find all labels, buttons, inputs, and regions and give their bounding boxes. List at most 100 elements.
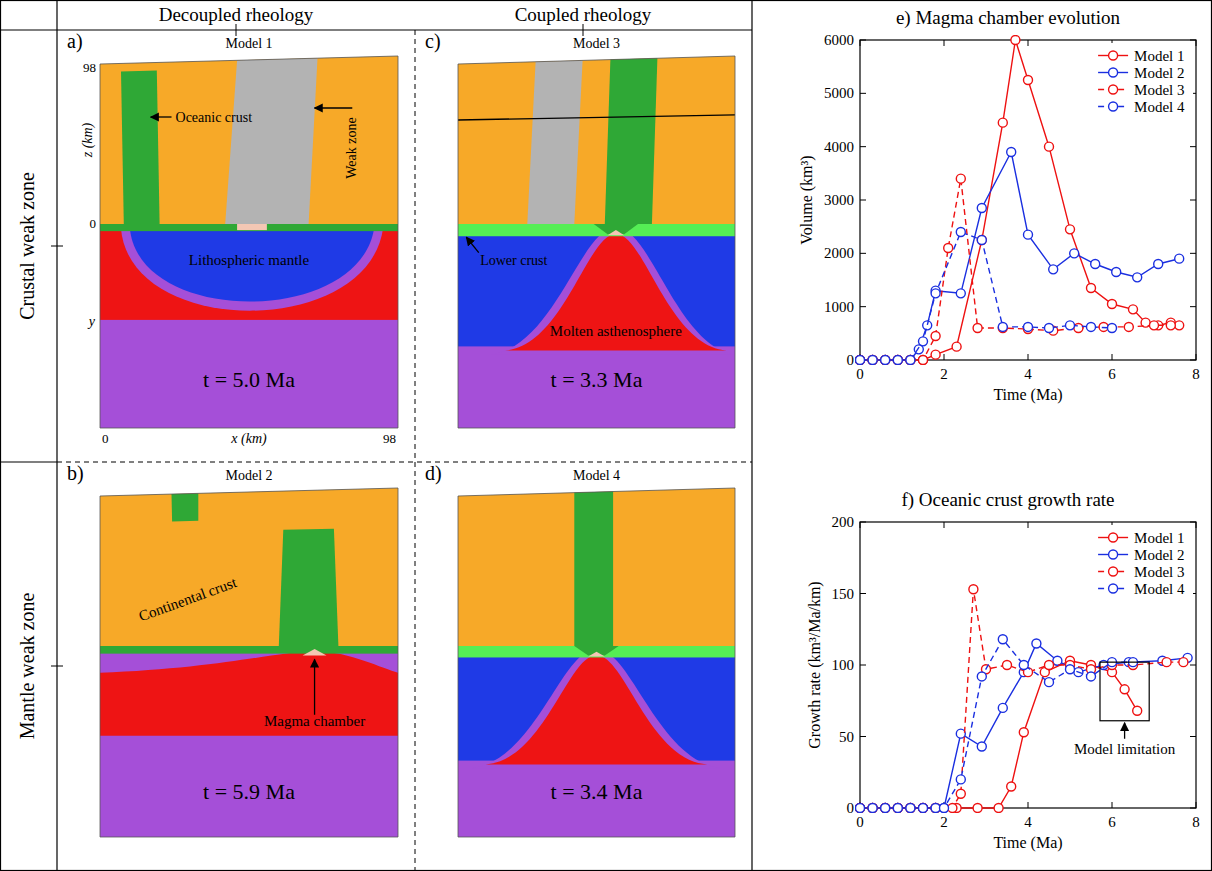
point: [931, 804, 940, 813]
y-axis-title: Growth rate (km³/Ma/km): [806, 581, 824, 748]
oceanic-crust: [594, 224, 638, 234]
y-tick: [860, 253, 866, 254]
point: [856, 356, 865, 365]
panel-title: Model 3: [573, 36, 620, 51]
point: [881, 356, 890, 365]
point: [1019, 728, 1028, 737]
column-divider: [415, 30, 416, 871]
legend-label: Model 3: [1134, 82, 1184, 98]
x-tick-label: 2: [940, 366, 948, 382]
point: [868, 356, 877, 365]
y-tick: [1190, 146, 1196, 147]
weak-zone: [225, 58, 317, 224]
x-tick-label: 2: [940, 814, 948, 830]
x-tick: [1196, 802, 1197, 808]
axis-label: x (km): [230, 431, 267, 447]
point: [1091, 260, 1100, 269]
point: [1133, 273, 1142, 282]
legend-marker: [1109, 533, 1118, 542]
point: [1007, 782, 1016, 791]
point: [919, 804, 928, 813]
annotation: Lower crust: [480, 253, 547, 268]
x-tick: [944, 522, 945, 528]
outer-frame: [1, 1, 1212, 871]
point: [998, 322, 1007, 331]
point: [998, 635, 1007, 644]
point: [1175, 321, 1184, 330]
crust-base: [100, 646, 398, 654]
weak-zone: [527, 60, 582, 224]
arrow: [315, 107, 353, 108]
panel-letter: a): [67, 30, 83, 53]
arrow: [314, 659, 315, 714]
oceanic-crust: [574, 492, 613, 647]
x-tick: [1196, 522, 1197, 528]
y-axis-title: Volume (km³): [798, 155, 816, 244]
point: [906, 356, 915, 365]
point: [1087, 322, 1096, 331]
point: [1045, 142, 1054, 151]
point: [868, 356, 877, 365]
point: [952, 342, 961, 351]
lithospheric-mantle: [130, 228, 374, 301]
point: [906, 804, 915, 813]
legend-background: [1094, 43, 1193, 117]
point: [868, 356, 877, 365]
lower-crust: [458, 646, 735, 657]
point: [906, 356, 915, 365]
y-tick: [1190, 736, 1196, 737]
y-tick-label: 1000: [824, 299, 854, 315]
row-head: Crustal weak zone: [16, 172, 38, 320]
point: [893, 804, 902, 813]
oceanic-crust: [121, 71, 160, 224]
x-tick-label: 0: [856, 366, 864, 382]
legend-marker: [1109, 102, 1118, 111]
plot-frame: [860, 522, 1196, 808]
point: [919, 804, 928, 813]
point: [1124, 322, 1133, 331]
y-tick-label: 4000: [824, 139, 854, 155]
x-tick: [860, 40, 861, 46]
legend-marker: [1109, 85, 1118, 94]
x-tick: [944, 354, 945, 360]
point: [1007, 148, 1016, 157]
axis-label: 0: [90, 216, 97, 231]
legend-marker: [1109, 68, 1118, 77]
chart-title: f) Oceanic crust growth rate: [901, 489, 1114, 511]
point: [1074, 324, 1083, 333]
series-line: [860, 661, 1137, 808]
series-line: [860, 179, 1171, 360]
point: [881, 804, 890, 813]
point: [931, 804, 940, 813]
point: [1066, 665, 1075, 674]
point: [1024, 230, 1033, 239]
legend: Model 1Model 2Model 3Model 4: [1094, 43, 1193, 117]
point: [856, 804, 865, 813]
point: [1112, 268, 1121, 277]
point: [893, 804, 902, 813]
y-tick: [860, 40, 866, 41]
arrow: [466, 237, 478, 252]
x-tick: [1196, 40, 1197, 46]
x-tick-label: 6: [1108, 366, 1116, 382]
row-rule: [0, 461, 57, 462]
block-outline: [100, 56, 398, 428]
x-tick-label: 8: [1192, 814, 1200, 830]
point: [931, 350, 940, 359]
point: [1045, 661, 1054, 670]
point: [931, 804, 940, 813]
point: [893, 804, 902, 813]
y-tick-label: 100: [832, 657, 855, 673]
y-tick-label: 0: [847, 352, 855, 368]
point: [881, 356, 890, 365]
molten-asthenosphere: [505, 234, 727, 350]
column-head: Coupled rheology: [515, 4, 652, 25]
legend-background: [1094, 525, 1193, 599]
molten-asthenosphere: [100, 652, 398, 736]
point: [1133, 706, 1142, 715]
point: [1154, 260, 1163, 269]
asthenosphere: [100, 646, 398, 837]
asthenosphere: [458, 224, 735, 428]
lower-crust: [458, 224, 735, 236]
molten-asthenosphere: [486, 655, 708, 764]
